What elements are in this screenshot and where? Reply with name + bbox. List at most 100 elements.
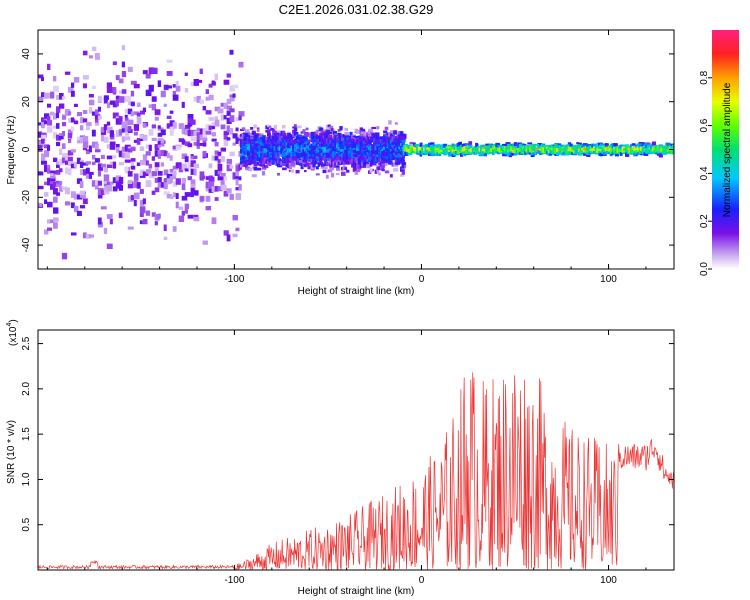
heatmap-cell-2510 xyxy=(378,172,381,176)
heatmap-cell-441 xyxy=(160,149,167,156)
heatmap-cell-1081 xyxy=(268,149,273,154)
heatmap-cell-2493 xyxy=(376,133,380,138)
heatmap-cell-581 xyxy=(202,131,207,137)
heatmap-cell-2211 xyxy=(354,171,358,175)
heatmap-cell-65 xyxy=(53,157,58,162)
y-tick-label-4: 40 xyxy=(21,48,32,60)
heatmap-cell-124 xyxy=(70,82,75,88)
heatmap-cell-853 xyxy=(250,127,254,130)
heatmap-cell-1854 xyxy=(327,157,331,160)
heatmap-cell-357 xyxy=(136,102,141,108)
heatmap-cell-3123 xyxy=(449,151,453,154)
heatmap-cell-389 xyxy=(145,180,152,188)
heatmap-cell-921 xyxy=(256,129,260,132)
heatmap-cell-2827 xyxy=(401,158,405,161)
heatmap-cell-538 xyxy=(190,119,196,125)
heatmap-cell-2058 xyxy=(342,161,346,166)
heatmap-cell-586 xyxy=(205,89,209,94)
heatmap-cell-681 xyxy=(235,227,240,232)
heatmap-cell-568 xyxy=(199,171,205,177)
heatmap-cell-2604 xyxy=(384,126,388,130)
heatmap-cell-991 xyxy=(261,161,265,165)
heatmap-cell-3482 xyxy=(510,152,514,156)
heatmap-cell-504 xyxy=(181,183,186,191)
heatmap-cell-3228 xyxy=(468,150,472,155)
heatmap-cell-700 xyxy=(240,128,245,131)
heatmap-cell-2583 xyxy=(383,158,386,163)
heatmap-cell-358 xyxy=(136,162,141,166)
heatmap-cell-4362 xyxy=(658,153,663,158)
heatmap-cell-1534 xyxy=(302,143,306,148)
heatmap-cell-2823 xyxy=(401,139,405,145)
x-tick-label-0: -100 xyxy=(224,274,244,285)
heatmap-cell-166 xyxy=(82,162,89,166)
heatmap-cell-376 xyxy=(142,70,148,75)
heatmap-cell-5 xyxy=(38,96,44,103)
heatmap-cell-3561 xyxy=(524,151,527,155)
heatmap-cell-1546 xyxy=(304,141,308,145)
heatmap-cell-4092 xyxy=(613,146,617,150)
heatmap-cell-4173 xyxy=(626,146,630,148)
heatmap-cell-653 xyxy=(226,105,233,110)
heatmap-cell-2821 xyxy=(401,171,405,175)
y-tick-label-0: -40 xyxy=(21,237,32,252)
heatmap-cell-40 xyxy=(47,179,53,186)
heatmap-cell-1151 xyxy=(273,155,277,160)
heatmap-cell-2580 xyxy=(383,130,388,134)
heatmap-cell-101 xyxy=(61,143,66,149)
heatmap-cell-2350 xyxy=(366,158,370,162)
heatmap-cell-4313 xyxy=(650,145,654,149)
heatmap-cell-308 xyxy=(124,109,129,114)
heatmap-cell-541 xyxy=(190,161,194,167)
heatmap-cell-348 xyxy=(133,183,138,188)
heatmap-cell-2162 xyxy=(351,163,357,168)
heatmap-cell-1445 xyxy=(295,159,299,162)
heatmap-cell-1400 xyxy=(292,144,296,148)
heatmap-cell-478 xyxy=(172,192,176,198)
heatmap-cell-3193 xyxy=(461,148,465,152)
heatmap-cell-1241 xyxy=(280,153,284,157)
heatmap-cell-41 xyxy=(47,63,51,70)
heatmap-cell-385 xyxy=(145,169,152,174)
heatmap-cell-2207 xyxy=(354,135,359,139)
y-tick-label-0: 0.5 xyxy=(21,517,32,531)
colorbar-tick-label-4: 0.8 xyxy=(699,70,710,84)
heatmap-cell-140 xyxy=(73,103,78,107)
heatmap-cell-3793 xyxy=(562,147,566,151)
heatmap-cell-514 xyxy=(184,72,188,76)
heatmap-cell-254 xyxy=(106,102,111,109)
heatmap-cell-1787 xyxy=(322,154,326,158)
heatmap-cell-2830 xyxy=(401,162,406,165)
heatmap-cell-2632 xyxy=(386,144,390,147)
heatmap-cell-530 xyxy=(190,184,196,191)
heatmap-cell-867 xyxy=(251,150,255,156)
x-tick-label-0: -100 xyxy=(224,575,244,586)
heatmap-cell-836 xyxy=(250,135,254,139)
heatmap-cell-2403 xyxy=(369,163,373,167)
heatmap-cell-2422 xyxy=(371,136,377,140)
heatmap-cell-23 xyxy=(44,192,49,197)
heatmap-cell-590 xyxy=(205,124,212,131)
heatmap-cell-2831 xyxy=(401,135,405,140)
heatmap-cell-1403 xyxy=(292,129,297,134)
heatmap-cell-208 xyxy=(94,109,99,115)
heatmap-cell-2676 xyxy=(389,139,393,144)
heatmap-cell-1205 xyxy=(277,160,281,164)
heatmap-cell-295 xyxy=(118,177,124,184)
heatmap-cell-1823 xyxy=(325,132,330,137)
heatmap-cell-2031 xyxy=(341,154,344,159)
heatmap-cell-343 xyxy=(130,146,136,152)
heatmap-cell-1484 xyxy=(298,162,303,166)
heatmap-cell-695 xyxy=(238,184,242,191)
heatmap-cell-427 xyxy=(157,182,161,188)
heatmap-cell-3932 xyxy=(586,144,591,148)
heatmap-cell-313 xyxy=(124,136,131,141)
heatmap-cell-3203 xyxy=(463,146,467,152)
heatmap-cell-21 xyxy=(41,122,45,129)
heatmap-cell-446 xyxy=(163,236,168,240)
heatmap-cell-628 xyxy=(217,176,224,181)
heatmap-cell-1598 xyxy=(307,165,311,170)
heatmap-cell-678 xyxy=(232,172,238,180)
heatmap-cell-85 xyxy=(59,186,64,192)
heatmap-cell-1673 xyxy=(314,136,318,140)
